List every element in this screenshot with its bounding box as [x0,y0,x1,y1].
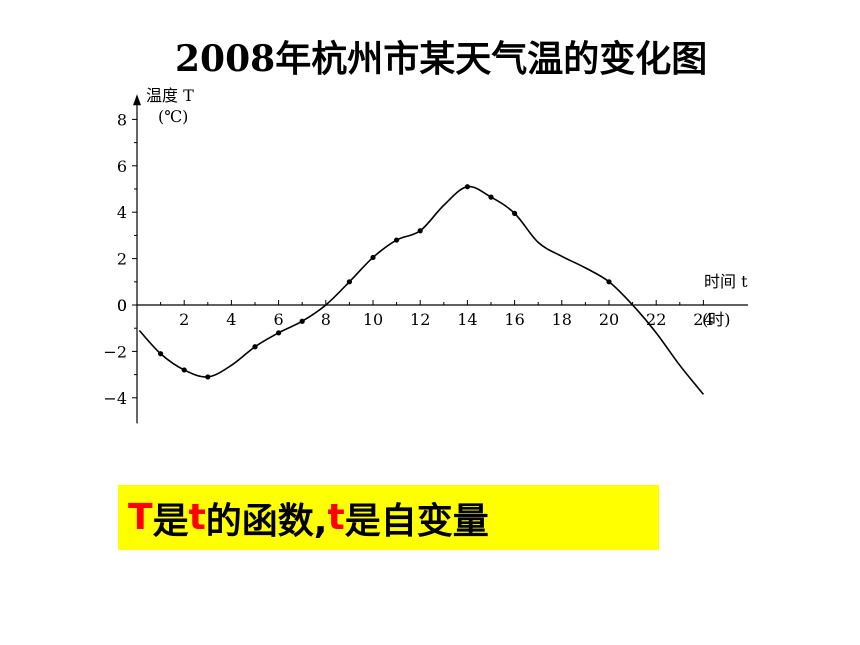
data-point [299,318,305,324]
y-tick-label: 6 [117,157,127,176]
y-tick-label: −2 [103,342,127,361]
x-tick-label: 2 [179,310,189,329]
data-point [370,254,376,261]
x-tick-label: 20 [599,310,619,329]
x-tick-label: 22 [646,310,666,329]
note-t-variable-2: t [327,497,345,538]
temperature-curve [138,185,705,395]
origin-label: 0 [117,296,127,315]
y-tick-label: 0 [117,296,127,315]
data-point [606,279,612,285]
x-tick-label: 18 [552,310,572,329]
x-axis-unit: (时) [702,310,731,329]
note-t-variable: t [188,497,206,538]
note-text-function: 的函数, [205,500,328,542]
x-axis-title: 时间 t [704,272,748,291]
data-point [488,194,494,200]
y-axis-unit: (℃) [158,107,188,126]
x-tick-label: 12 [410,310,430,329]
y-tick-label: 4 [117,203,127,222]
data-point [181,367,187,373]
data-point [252,344,258,350]
x-tick-label: 4 [226,310,236,329]
data-point [464,184,470,190]
data-point [276,330,282,336]
page-title: 2008年杭州市某天气温的变化图 [175,38,708,80]
x-tick-label: 14 [457,310,477,329]
x-tick-label: 24 [693,310,713,329]
note-text-independent: 是自变量 [344,500,489,542]
data-point [417,228,423,234]
y-axis-arrow [133,94,141,106]
note-box: T 是 t 的函数, t 是自变量 [118,485,659,550]
x-tick-label: 8 [321,310,331,329]
x-tick-label: 16 [504,310,524,329]
data-point [394,237,400,243]
note-text-shi: 是 [152,500,189,542]
data-point [158,351,164,357]
x-tick-label: 10 [363,310,383,329]
y-axis-title: 温度 T [146,86,194,105]
note-t-symbol: T [128,497,153,538]
y-tick-label: 8 [117,110,127,129]
x-tick-label: 6 [274,310,284,329]
data-point [511,210,518,216]
data-point [346,279,352,285]
y-tick-label: −4 [103,389,127,408]
y-tick-label: 2 [117,250,127,269]
data-point [205,374,211,380]
